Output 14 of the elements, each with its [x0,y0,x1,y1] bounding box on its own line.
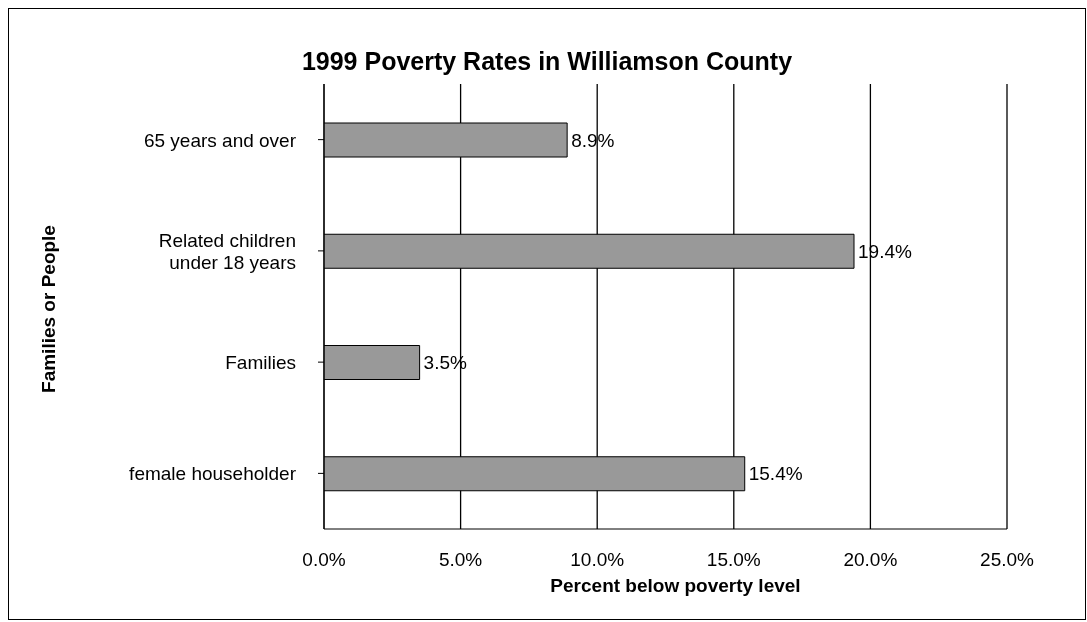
y-tick-label: female householder [129,462,297,484]
x-tick-label: 15.0% [706,549,761,571]
x-tick-label: 20.0% [843,549,898,571]
y-tick-label: Families [225,351,296,373]
y-tick-label: Related children under 18 years [158,229,296,273]
x-tick-label: 0.0% [302,549,346,571]
x-tick-label: 25.0% [980,549,1035,571]
data-label: 15.4% [748,463,803,485]
y-axis-title: Families or People [38,225,60,393]
x-tick-label: 10.0% [570,549,625,571]
chart-title: 1999 Poverty Rates in Williamson County [300,47,794,76]
x-axis-title: Percent below poverty level [549,575,802,597]
x-tick-label: 5.0% [438,549,483,571]
y-tick-label: 65 years and over [143,129,297,151]
